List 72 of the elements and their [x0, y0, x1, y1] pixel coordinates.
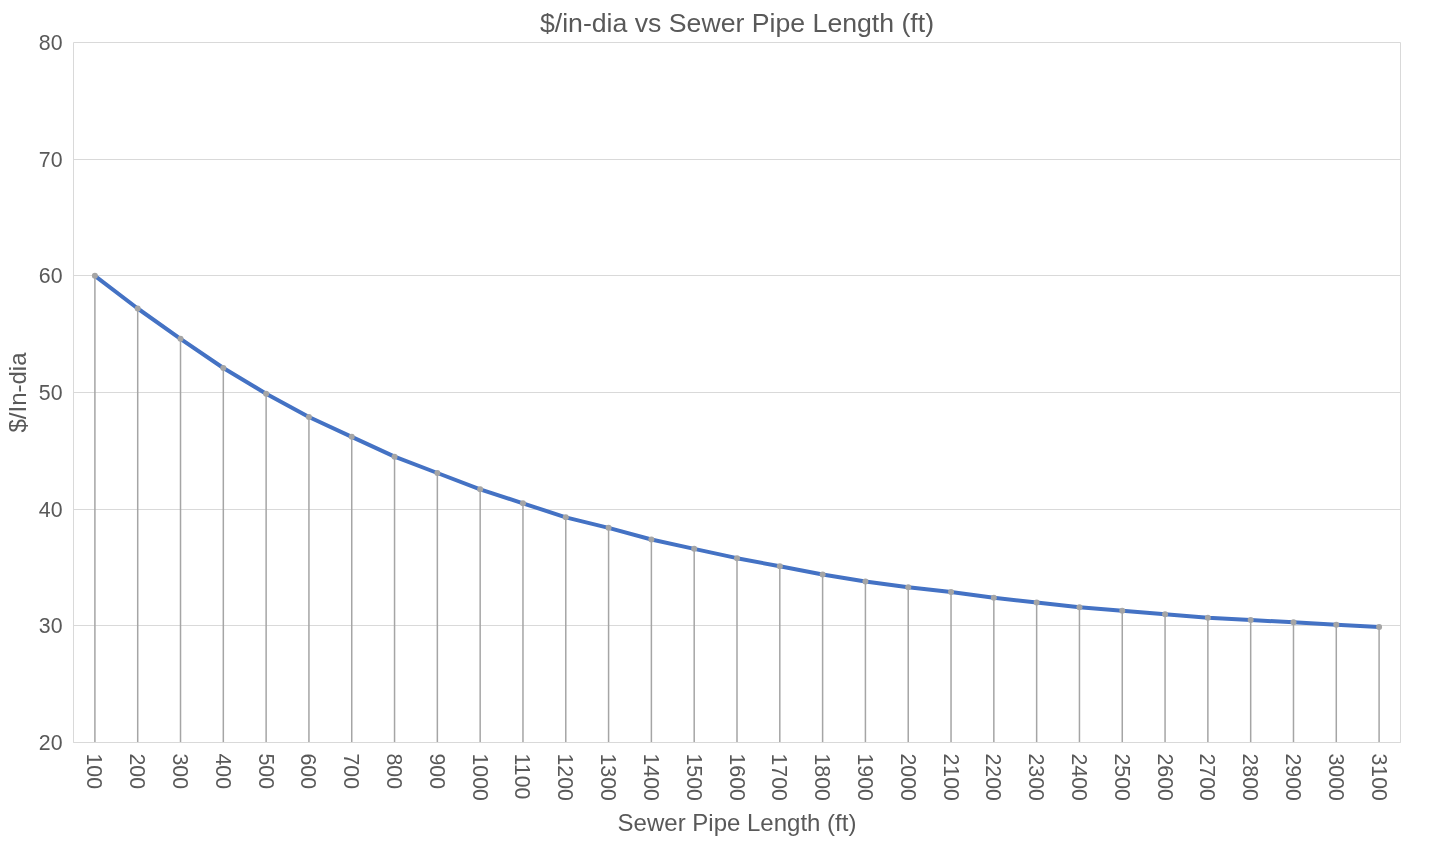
point — [348, 433, 355, 440]
point — [1333, 621, 1340, 628]
point — [1204, 614, 1211, 621]
point — [1376, 624, 1383, 630]
x-tick-label: 900 — [424, 753, 449, 790]
point — [862, 578, 869, 585]
x-tick-label: 500 — [253, 753, 278, 790]
x-tick-label: 2300 — [1024, 753, 1049, 802]
x-tick-label: 2200 — [981, 753, 1006, 802]
point — [691, 545, 698, 552]
x-tick-label: 2600 — [1152, 753, 1177, 802]
y-tick-label: 40 — [38, 497, 63, 522]
point — [519, 500, 526, 507]
x-tick-label: 1800 — [810, 753, 835, 802]
x-tick-label: 300 — [168, 753, 193, 790]
point — [905, 584, 912, 591]
point — [1162, 611, 1169, 618]
x-tick-label: 1300 — [596, 753, 621, 802]
x-tick-label: 800 — [382, 753, 407, 790]
y-tick-label: 80 — [38, 31, 63, 55]
point — [1247, 617, 1254, 623]
y-tick-label: 20 — [38, 731, 63, 755]
point — [220, 365, 227, 371]
x-tick-label: 1700 — [767, 753, 792, 802]
chart-title: $/in-dia vs Sewer Pipe Length (ft) — [539, 7, 935, 38]
y-tick-label: 50 — [38, 381, 63, 405]
y-tick-label: 70 — [38, 147, 63, 172]
point — [263, 390, 270, 397]
point — [562, 514, 569, 521]
point — [605, 524, 612, 531]
point — [648, 536, 655, 543]
point — [91, 272, 98, 279]
x-tick-label: 2100 — [938, 753, 963, 802]
point — [477, 486, 484, 493]
point — [990, 594, 997, 601]
y-axis-title: $/In-dia — [3, 351, 31, 433]
point — [1119, 607, 1126, 614]
x-tick-label: 3000 — [1323, 753, 1348, 802]
x-tick-label: 200 — [125, 753, 150, 790]
point — [1033, 599, 1040, 606]
x-tick-label: 400 — [210, 753, 235, 790]
point — [776, 563, 783, 570]
point — [1076, 604, 1083, 611]
x-tick-label: 700 — [339, 753, 364, 790]
x-tick-label: 3100 — [1366, 753, 1391, 802]
point — [1290, 619, 1297, 626]
x-tick-label: 1900 — [852, 753, 877, 802]
point — [819, 571, 826, 578]
point — [391, 453, 398, 460]
y-tick-label: 30 — [38, 614, 63, 639]
point — [134, 305, 141, 312]
x-tick-label: 2000 — [895, 753, 920, 802]
point — [734, 555, 740, 562]
point — [305, 414, 312, 420]
x-axis-title: Sewer Pipe Length (ft) — [617, 808, 857, 836]
x-tick-label: 600 — [296, 753, 321, 790]
x-tick-label: 1000 — [467, 753, 492, 802]
x-tick-label: 2400 — [1066, 753, 1091, 802]
x-tick-label: 2800 — [1238, 753, 1263, 802]
point — [948, 589, 955, 595]
x-tick-label: 2900 — [1280, 753, 1305, 802]
x-tick-label: 100 — [82, 753, 107, 790]
x-tick-label: 1100 — [510, 753, 535, 800]
x-tick-label: 1500 — [681, 753, 706, 802]
point — [177, 335, 184, 342]
x-tick-label: 2700 — [1195, 753, 1220, 802]
x-tick-label: 1200 — [553, 753, 578, 802]
y-tick-label: 60 — [38, 264, 63, 289]
x-tick-label: 1400 — [638, 753, 663, 802]
point — [434, 470, 441, 476]
x-tick-label: 2500 — [1109, 753, 1134, 802]
x-tick-label: 1600 — [724, 753, 749, 802]
